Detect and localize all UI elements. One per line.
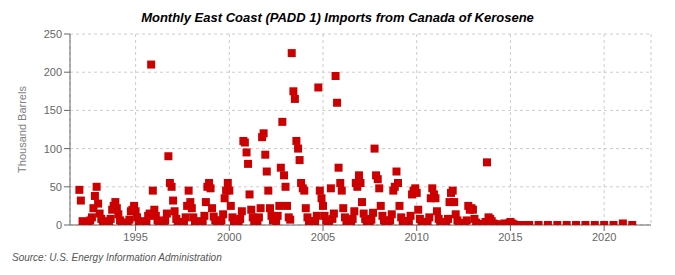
svg-text:1995: 1995 bbox=[123, 231, 147, 243]
svg-text:2020: 2020 bbox=[592, 231, 616, 243]
svg-text:2000: 2000 bbox=[217, 231, 241, 243]
svg-text:2010: 2010 bbox=[404, 231, 428, 243]
svg-text:Thousand Barrels: Thousand Barrels bbox=[16, 86, 28, 173]
html-text:Monthly East Coast (PADD 1) Im: Monthly East Coast (PADD 1) Imports from… bbox=[141, 10, 534, 25]
svg-text:0: 0 bbox=[56, 219, 62, 231]
svg-text:50: 50 bbox=[50, 181, 62, 193]
svg-text:250: 250 bbox=[44, 28, 62, 40]
svg-text:200: 200 bbox=[44, 66, 62, 78]
svg-text:100: 100 bbox=[44, 143, 62, 155]
svg-text:150: 150 bbox=[44, 104, 62, 116]
html-text:Source: U.S. Energy Informatio: Source: U.S. Energy Information Administ… bbox=[12, 252, 222, 263]
svg-text:2015: 2015 bbox=[498, 231, 522, 243]
svg-text:2005: 2005 bbox=[311, 231, 335, 243]
